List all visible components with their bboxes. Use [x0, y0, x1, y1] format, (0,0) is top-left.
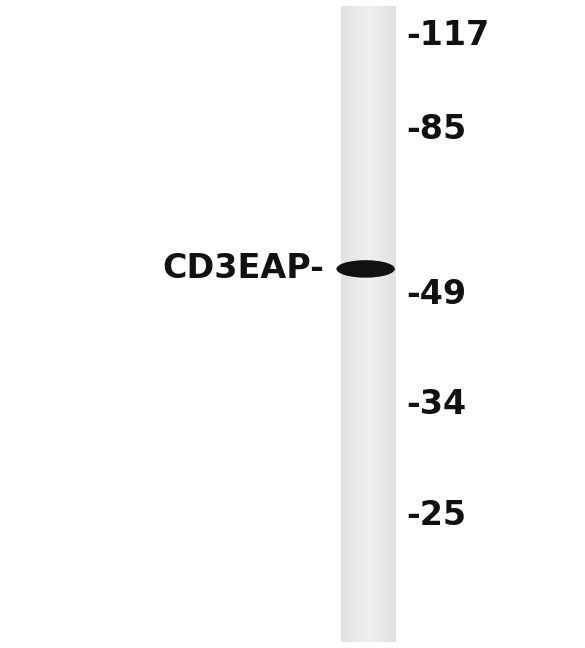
Text: CD3EAP-: CD3EAP-: [163, 253, 325, 285]
Text: -34: -34: [407, 389, 467, 421]
Text: -85: -85: [407, 113, 467, 146]
Text: -117: -117: [407, 19, 490, 52]
Ellipse shape: [336, 260, 395, 277]
Text: -25: -25: [407, 499, 467, 531]
Text: -49: -49: [407, 279, 467, 311]
